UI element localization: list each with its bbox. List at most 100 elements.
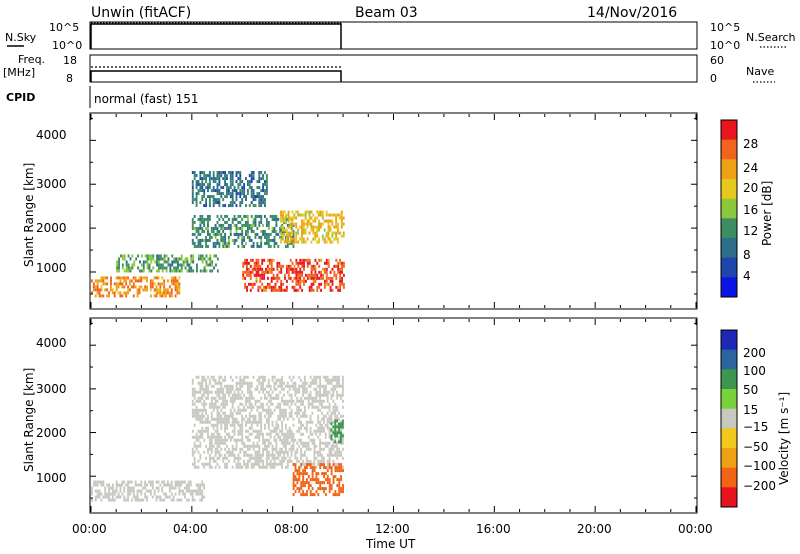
velocity-cell [252,417,255,421]
power-cell [253,282,256,286]
velocity-cell [294,390,297,394]
velocity-cell [233,390,236,394]
velocity-cell [338,447,341,451]
power-cell [174,285,177,289]
velocity-cell [235,375,238,379]
power-cell [226,186,228,190]
velocity-cell [201,432,204,436]
power-cell [231,174,234,178]
velocity-cell [269,429,272,433]
power-cell [235,232,238,236]
power-cell [150,254,153,258]
power-cell [191,220,194,224]
velocity-cell [239,408,242,412]
power-cell [229,174,232,178]
power-cell [291,285,294,289]
power-cell [252,229,255,233]
power-cell [163,279,166,283]
velocity-cell [342,490,344,494]
velocity-cell [290,438,293,442]
velocity-cell [309,447,312,451]
velocity-cell [214,459,217,463]
velocity-cell [290,453,293,457]
velocity-cell [187,489,190,493]
velocity-cell [334,405,337,409]
velocity-cell [239,438,242,442]
power-cell [327,282,330,286]
velocity-cell [319,429,322,433]
velocity-cell [256,453,259,457]
velocity-cell [246,390,249,394]
velocity-cell [113,489,116,493]
power-cell [235,204,238,208]
velocity-cell [193,423,196,427]
power-cell [205,238,208,242]
velocity-cell [315,450,318,454]
velocity-cell [224,384,227,388]
velocity-cell [258,381,261,385]
velocity-cell [336,378,339,382]
velocity-cell [218,453,221,457]
power-cell [218,229,221,233]
velocity-cell [292,463,295,467]
power-cell [224,214,227,218]
velocity-cell [290,411,293,415]
velocity-cell [286,465,289,469]
power-cell [281,228,284,232]
velocity-cell [256,420,259,424]
power-cell [284,217,287,221]
velocity-cell [210,390,213,394]
velocity-cell [212,375,215,379]
velocity-cell [119,486,122,490]
power-cell [227,217,230,221]
velocity-cell [197,381,200,385]
power-cell [220,192,223,196]
velocity-cell [243,417,246,421]
velocity-cell [201,462,204,466]
power-cell [140,285,143,289]
power-cell [282,288,285,292]
power-cell [224,244,227,248]
velocity-cell [281,384,284,388]
velocity-cell [197,489,200,493]
velocity-cell [288,411,291,415]
power-cell [273,229,276,233]
power-cell [254,195,257,199]
velocity-cell [193,387,196,391]
power-cell [102,276,105,280]
power-cell [250,180,253,184]
velocity-cell [224,378,227,382]
velocity-cell [226,432,228,436]
velocity-cell [334,453,337,457]
power-cell [252,189,255,193]
velocity-cell [315,390,318,394]
power-cell [256,214,259,218]
power-cell [102,294,105,298]
vel-cbar-tick-neg50: −50 [743,440,768,454]
power-cell [211,263,214,267]
power-cell [257,273,260,277]
velocity-cell [258,420,261,424]
velocity-cell [275,432,278,436]
power-cell [239,195,242,199]
velocity-cell [332,463,335,467]
velocity-cell [210,441,213,445]
velocity-cell [235,417,238,421]
velocity-cell [248,456,251,460]
velocity-cell [281,411,284,415]
velocity-cell [275,387,278,391]
velocity-cell [195,411,198,415]
velocity-cell [224,405,227,409]
power-cell [148,257,151,261]
velocity-cell [140,489,143,493]
velocity-cell [265,408,268,412]
velocity-cell [239,396,242,400]
power-cell [190,266,193,270]
velocity-cell [315,444,318,448]
velocity-cell [205,381,208,385]
velocity-cell [258,375,261,379]
velocity-cell [321,405,323,409]
power-cell [157,291,160,295]
power-cell [331,288,334,292]
velocity-cell [262,405,265,409]
